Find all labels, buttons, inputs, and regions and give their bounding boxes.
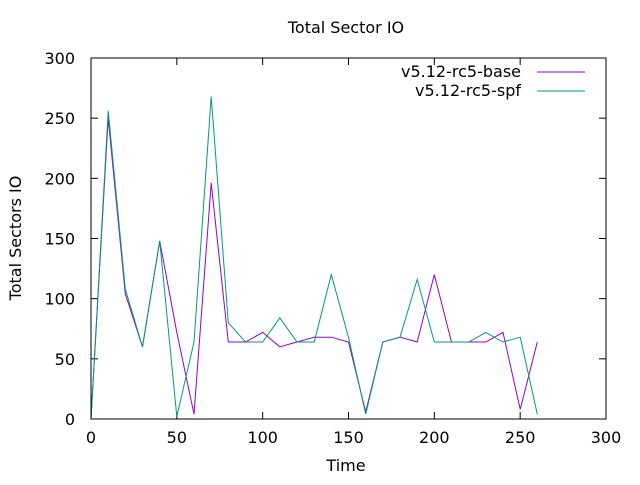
x-tick-label: 250 bbox=[505, 428, 536, 447]
series-line-2 bbox=[90, 96, 538, 420]
x-axis-label: Time bbox=[325, 456, 365, 475]
x-tick-label: 300 bbox=[591, 428, 622, 447]
legend-label: v5.12-rc5-base bbox=[401, 62, 521, 81]
x-tick-label: 0 bbox=[86, 428, 96, 447]
x-tick-label: 50 bbox=[167, 428, 187, 447]
series-line-1 bbox=[90, 118, 538, 420]
y-tick-label: 200 bbox=[44, 169, 75, 188]
plot-frame bbox=[90, 57, 607, 420]
x-tick-label: 200 bbox=[419, 428, 450, 447]
y-tick-label: 300 bbox=[44, 49, 75, 68]
y-tick-label: 50 bbox=[55, 350, 75, 369]
x-tick-label: 150 bbox=[333, 428, 364, 447]
y-tick-label: 0 bbox=[65, 410, 75, 429]
x-tick-label: 100 bbox=[247, 428, 278, 447]
series-lines bbox=[90, 96, 538, 420]
y-tick-label: 100 bbox=[44, 290, 75, 309]
axis-ticks: 0 50 100 150 200 250 300 0 50 100 150 200 250 300 bbox=[44, 49, 621, 447]
chart-title: Total Sector IO bbox=[287, 18, 404, 37]
legend-label: v5.12-rc5-spf bbox=[415, 81, 521, 100]
y-tick-label: 250 bbox=[44, 109, 75, 128]
y-axis-label: Total Sectors IO bbox=[6, 176, 25, 302]
y-tick-label: 150 bbox=[44, 230, 75, 249]
